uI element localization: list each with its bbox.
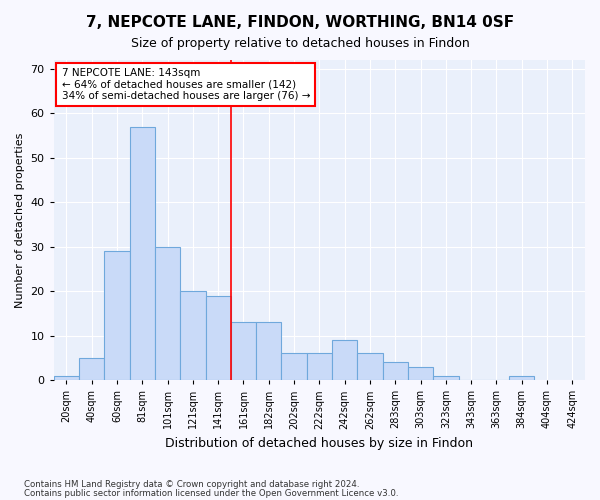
Text: Contains HM Land Registry data © Crown copyright and database right 2024.: Contains HM Land Registry data © Crown c… xyxy=(24,480,359,489)
Y-axis label: Number of detached properties: Number of detached properties xyxy=(15,132,25,308)
Bar xyxy=(358,354,383,380)
Bar xyxy=(307,354,332,380)
Bar xyxy=(332,340,358,380)
Bar xyxy=(383,362,408,380)
Bar xyxy=(155,246,180,380)
Bar xyxy=(54,376,79,380)
Text: Size of property relative to detached houses in Findon: Size of property relative to detached ho… xyxy=(131,38,469,51)
Bar xyxy=(180,291,206,380)
X-axis label: Distribution of detached houses by size in Findon: Distribution of detached houses by size … xyxy=(166,437,473,450)
Text: Contains public sector information licensed under the Open Government Licence v3: Contains public sector information licen… xyxy=(24,488,398,498)
Bar xyxy=(408,367,433,380)
Bar xyxy=(256,322,281,380)
Bar xyxy=(79,358,104,380)
Bar xyxy=(433,376,458,380)
Bar xyxy=(206,296,231,380)
Bar xyxy=(231,322,256,380)
Bar xyxy=(509,376,535,380)
Bar xyxy=(104,251,130,380)
Bar xyxy=(281,354,307,380)
Bar xyxy=(130,126,155,380)
Text: 7 NEPCOTE LANE: 143sqm
← 64% of detached houses are smaller (142)
34% of semi-de: 7 NEPCOTE LANE: 143sqm ← 64% of detached… xyxy=(62,68,310,101)
Text: 7, NEPCOTE LANE, FINDON, WORTHING, BN14 0SF: 7, NEPCOTE LANE, FINDON, WORTHING, BN14 … xyxy=(86,15,514,30)
